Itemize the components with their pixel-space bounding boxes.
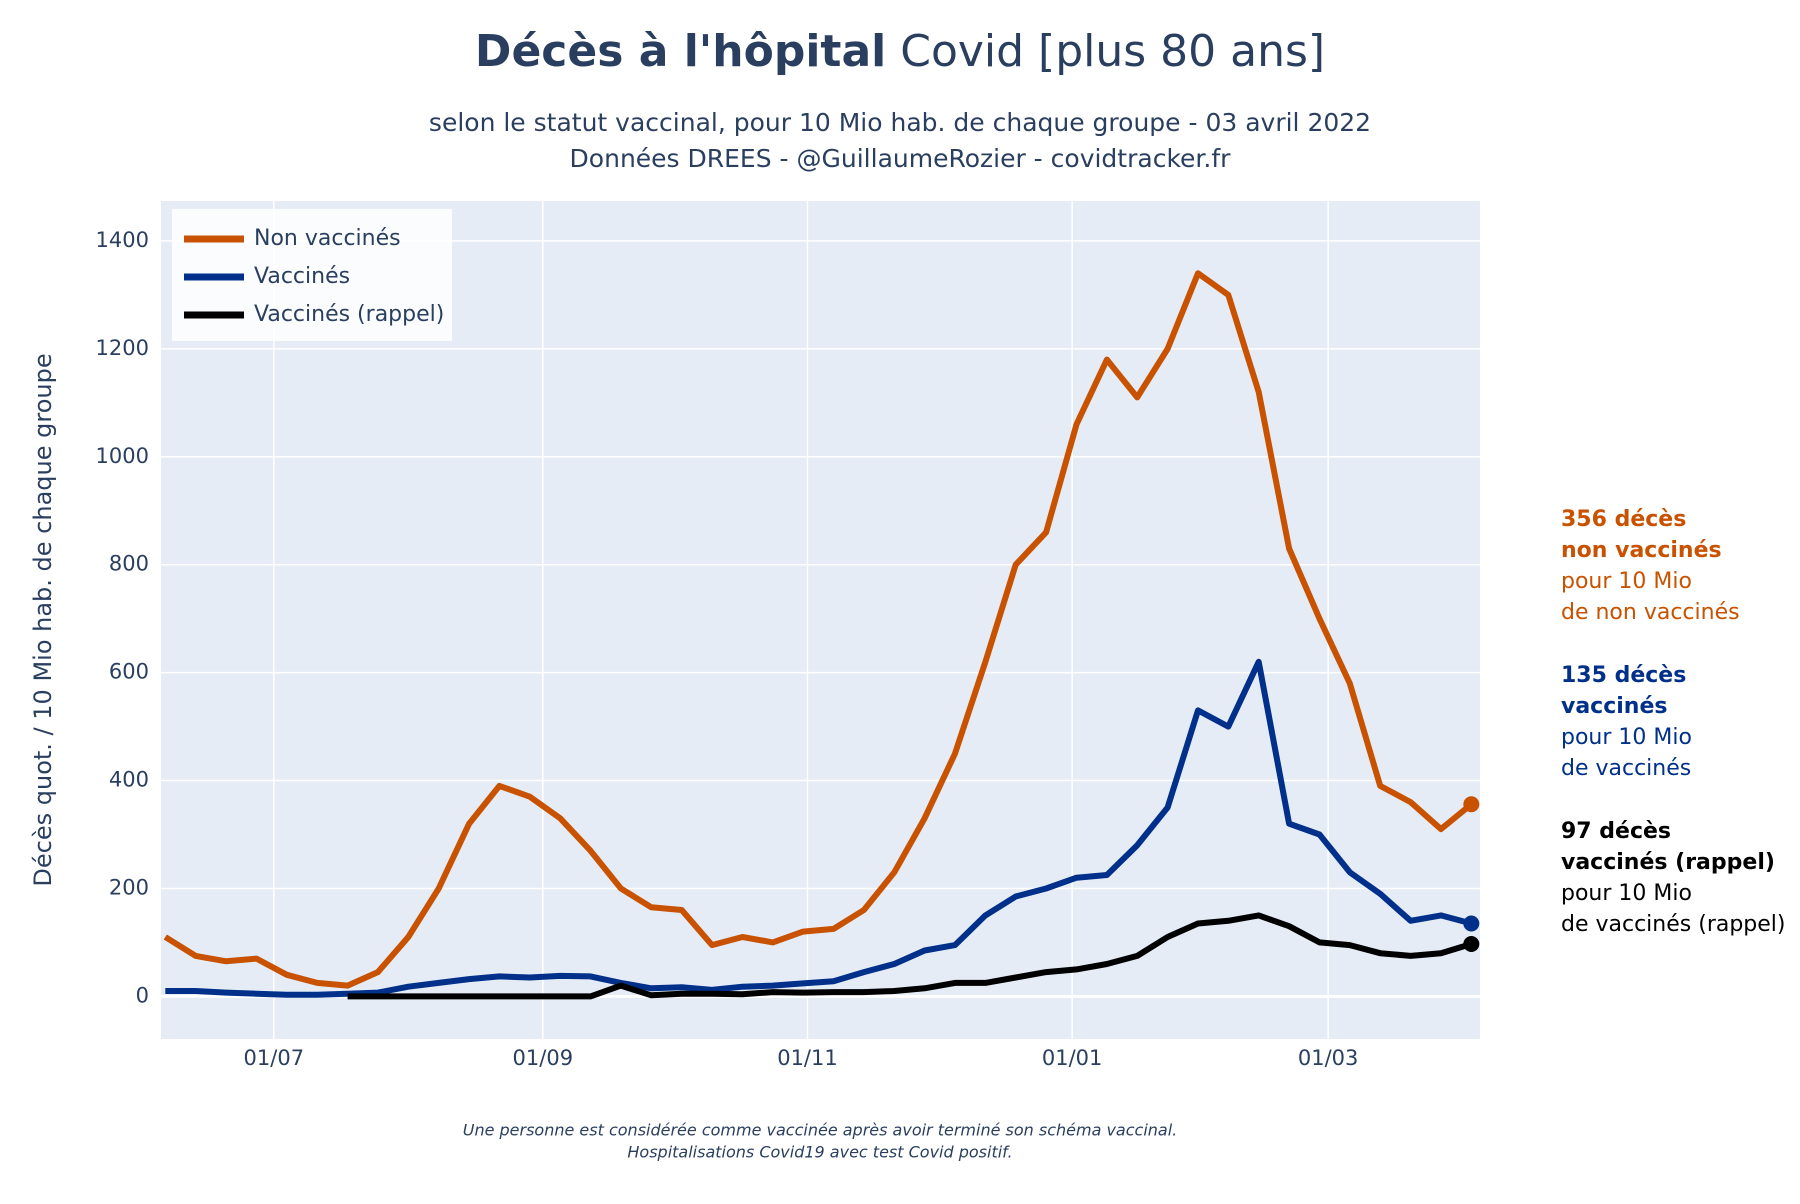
y-tick-label: 800: [109, 552, 149, 576]
series-line: [163, 270, 1474, 989]
annotation-text: de vaccinés (rappel): [1561, 912, 1786, 937]
title-bold: Décès à l'hôpital: [475, 26, 886, 77]
annotation-bold: 356 décès: [1561, 507, 1686, 532]
annotation-bold: 135 décès: [1561, 663, 1686, 688]
legend-label: Vaccinés (rappel): [254, 302, 444, 327]
annotation-text: pour 10 Mio: [1561, 881, 1692, 906]
series-line: [165, 658, 1473, 998]
title-rest: Covid [plus 80 ans]: [900, 26, 1325, 77]
end-marker: [1463, 936, 1480, 953]
annotation-bold: 97 décès: [1561, 819, 1671, 844]
note: Une personne est considérée comme vaccin…: [463, 1121, 1178, 1140]
x-tick-label: 01/07: [244, 1046, 305, 1070]
legend-label: Vaccinés: [254, 264, 350, 289]
end-marker: [1463, 796, 1480, 813]
y-axis-title: Décès quot. / 10 Mio hab. de chaque grou…: [29, 353, 57, 886]
annotation-bold: vaccinés (rappel): [1561, 850, 1775, 875]
annotation-bold: non vaccinés: [1561, 538, 1722, 563]
chart-title: Décès à l'hôpital Covid [plus 80 ans]: [475, 26, 1325, 77]
y-tick-label: 600: [109, 660, 149, 684]
x-tick-label: 01/11: [777, 1046, 838, 1070]
series-line: [347, 912, 1473, 1000]
y-tick-label: 1000: [96, 444, 149, 468]
y-tick-label: 0: [136, 983, 149, 1007]
y-tick-label: 400: [109, 768, 149, 792]
annotation-text: pour 10 Mio: [1561, 569, 1692, 594]
legend-label: Non vaccinés: [254, 226, 401, 251]
annotation-text: pour 10 Mio: [1561, 725, 1692, 750]
x-tick-label: 01/03: [1298, 1046, 1359, 1070]
annotation-text: de non vaccinés: [1561, 600, 1740, 625]
end-marker: [1463, 915, 1480, 932]
subtitle: Données DREES - @GuillaumeRozier - covid…: [570, 144, 1232, 173]
note: Hospitalisations Covid19 avec test Covid…: [627, 1143, 1012, 1162]
y-tick-label: 1200: [96, 336, 149, 360]
annotation-text: de vaccinés: [1561, 756, 1691, 781]
y-tick-label: 200: [109, 875, 149, 899]
x-tick-label: 01/01: [1042, 1046, 1103, 1070]
x-tick-label: 01/09: [513, 1046, 574, 1070]
subtitle: selon le statut vaccinal, pour 10 Mio ha…: [429, 108, 1371, 137]
y-tick-label: 1400: [96, 228, 149, 252]
annotation-bold: vaccinés: [1561, 694, 1668, 719]
